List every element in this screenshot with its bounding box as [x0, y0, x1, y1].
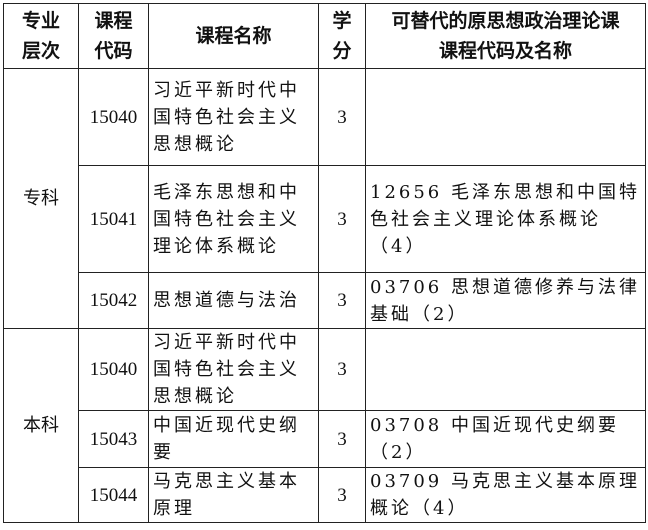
course-name: 思想道德与法治 [148, 272, 319, 329]
course-name-line: 理论体系概论 [153, 235, 279, 257]
course-name: 马克思主义基本 原理 [148, 467, 319, 523]
replacement-line: 03706 思想道德修养与法律 [370, 276, 640, 298]
replacement-line: 基础（2） [370, 303, 469, 325]
course-credit: 3 [318, 165, 366, 273]
header-replace-line: 可替代的原思想政治理论课 [391, 10, 620, 32]
course-code: 15040 [78, 328, 149, 411]
course-name-line: 思想道德与法治 [153, 290, 300, 311]
course-name: 毛泽东思想和中 国特色社会主义 理论体系概论 [148, 165, 319, 273]
table-row: 本科 15040 习近平新时代中 国特色社会主义 思想概论 3 [3, 328, 646, 523]
course-code: 15044 [78, 467, 149, 523]
course-name-line: 中国近现代史纲 [153, 415, 300, 436]
course-name-line: 国特色社会主义 [153, 359, 300, 380]
course-name-line: 原理 [153, 498, 195, 519]
replacement-course: 12656 毛泽东思想和中国特 色社会主义理论体系概论 （4） [365, 165, 646, 273]
replacement-line: 概论（4） [370, 498, 469, 519]
level-cell: 专科 [3, 68, 79, 329]
course-name-line: 毛泽东思想和中 [153, 181, 300, 203]
replacement-course: 03708 中国近现代史纲要（2） [365, 410, 646, 468]
header-credit-line: 学 [332, 10, 352, 32]
course-credit: 3 [318, 467, 366, 523]
course-name-line: 马克思主义基本 [153, 471, 300, 492]
course-credit: 3 [318, 68, 366, 166]
course-name-line: 国特色社会主义 [153, 208, 300, 230]
course-code: 15042 [78, 272, 149, 329]
header-name: 课程名称 [148, 3, 319, 69]
replacement-course [365, 328, 646, 411]
header-replace-line: 课程代码及名称 [438, 40, 572, 62]
course-name-line: 习近平新时代中 [153, 332, 300, 353]
replacement-course [365, 68, 646, 166]
course-credit: 3 [318, 328, 366, 411]
header-code-line: 课程 [94, 10, 133, 32]
replacement-line: 色社会主义理论体系概论 [370, 208, 601, 230]
header-level-line: 专业 [21, 10, 60, 32]
level-cell: 本科 [3, 328, 79, 523]
course-code: 15043 [78, 410, 149, 468]
course-name: 习近平新时代中 国特色社会主义 思想概论 [148, 68, 319, 166]
table-row: 15043 中国近现代史纲要 3 03708 中国近现代史纲要（2） [4, 410, 646, 468]
replacement-course: 03709 马克思主义基本原理 概论（4） [365, 467, 646, 523]
replacement-line: 03708 中国近现代史纲要（2） [370, 415, 619, 463]
header-level: 专业 层次 [3, 3, 79, 69]
header-code: 课程 代码 [78, 3, 149, 69]
header-replace: 可替代的原思想政治理论课 课程代码及名称 [365, 3, 646, 69]
header-level-line: 层次 [21, 40, 60, 62]
course-code: 15041 [78, 165, 149, 273]
course-name-line: 思想概论 [153, 386, 237, 407]
course-name-line: 思想概论 [153, 133, 237, 155]
header-credit-line: 分 [332, 40, 352, 62]
header-code-line: 代码 [94, 40, 133, 62]
course-name: 习近平新时代中 国特色社会主义 思想概论 [148, 328, 319, 411]
table-row: 专科 15040 习近平新时代中 国特色社会主义 思想概论 3 [3, 68, 646, 329]
course-replacement-table: 专业层次 课程代码 课程名称 学分 可替代的原思想政治理论课 课程代码及名称 专科… [3, 3, 646, 523]
header-credit: 学分 [318, 3, 366, 69]
table-row: 15041 毛泽东思想和中 国特色社会主义 理论体系概论 3 12656 毛泽东思想和中国… [4, 165, 646, 273]
header-row: 专业层次 课程代码 课程名称 学分 可替代的原思想政治理论课 课程代码及名称 [3, 3, 646, 69]
course-name-line: 要 [153, 442, 174, 463]
course-name-line: 国特色社会主义 [153, 106, 300, 128]
course-credit: 3 [318, 410, 366, 468]
course-name: 中国近现代史纲要 [148, 410, 319, 468]
replacement-course: 03706 思想道德修养与法律 基础（2） [365, 272, 646, 329]
course-code: 15040 [78, 68, 149, 166]
course-credit: 3 [318, 272, 366, 329]
table-row: 15042 思想道德与法治 3 03706 思想道德修养与法律 基础（2） [4, 272, 646, 329]
replacement-line: 12656 毛泽东思想和中国特 [370, 181, 640, 203]
replacement-line: 03709 马克思主义基本原理 [370, 471, 640, 492]
table-row: 15044 马克思主义基本 原理 3 03709 马克思主义基本原理 概论（4） [4, 467, 646, 523]
course-name-line: 习近平新时代中 [153, 79, 300, 101]
replacement-line: （4） [370, 235, 427, 257]
